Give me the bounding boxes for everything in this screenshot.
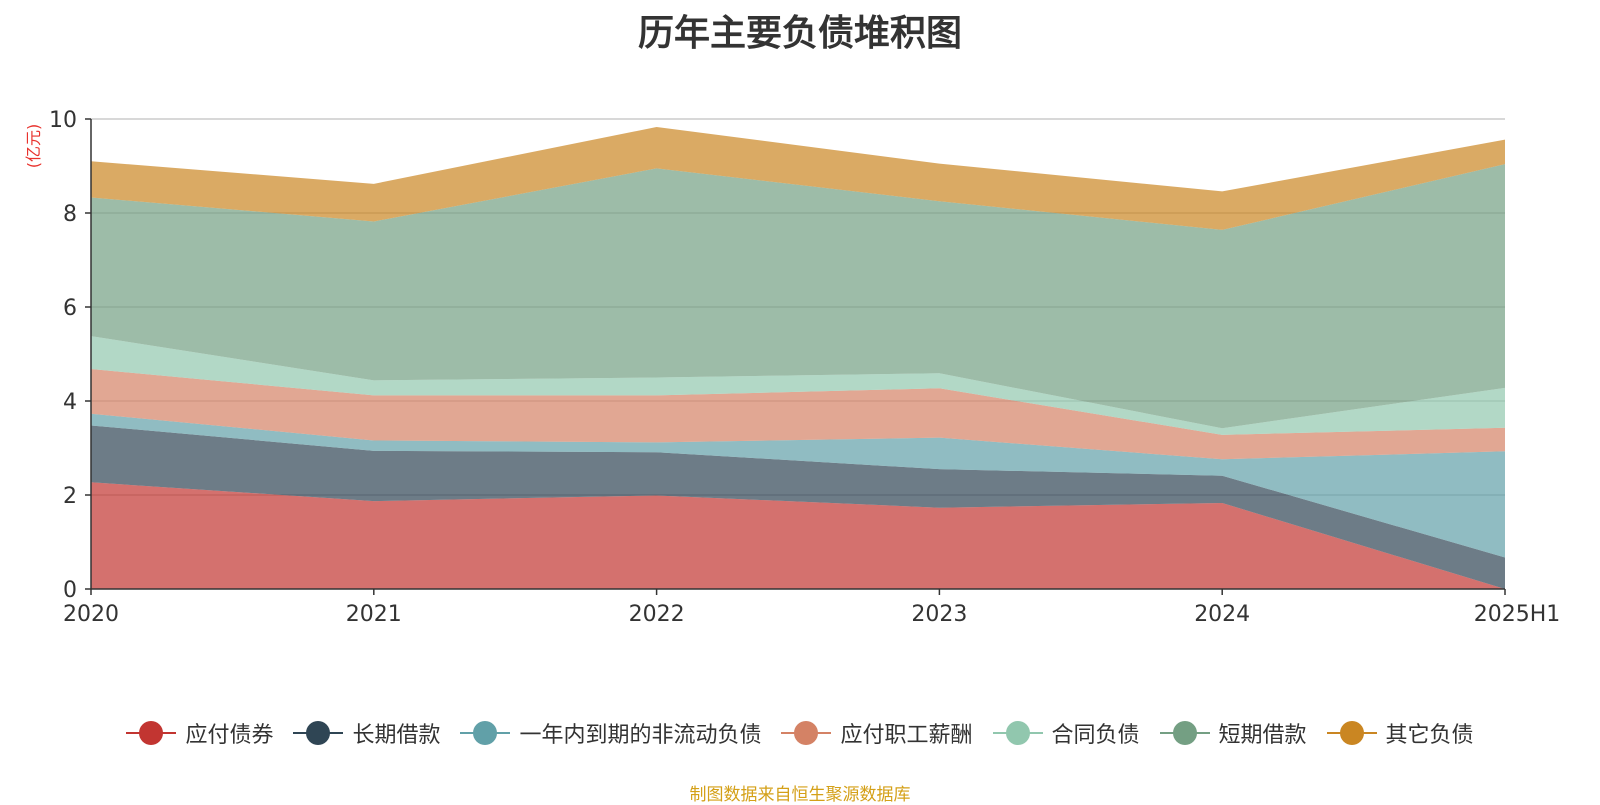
legend-marker-dot [306,721,331,745]
legend-item-3[interactable]: 一年内到期的非流动负债 [460,718,761,748]
legend: 应付债券 长期借款 一年内到期的非流动负债 应付职工薪酬 合同负债 短期借款 其它负债 [0,718,1600,748]
y-tick-label-2: 2 [63,484,77,509]
legend-label: 应付债券 [185,723,274,748]
legend-label: 长期借款 [352,723,441,748]
legend-item-7[interactable]: 其它负债 [1326,718,1474,748]
area-series-2 [91,425,1505,589]
legend-label: 短期借款 [1218,723,1307,748]
legend-marker-dot [139,721,164,745]
legend-item-1[interactable]: 应付债券 [126,718,273,748]
x-tick-label-2025H1: 2025H1 [1474,602,1561,627]
legend-label: 其它负债 [1385,723,1474,748]
y-tick-label-10: 10 [49,108,77,133]
legend-item-2[interactable]: 长期借款 [293,718,440,748]
legend-label: 应付职工薪酬 [840,723,973,748]
legend-marker [126,718,177,748]
area-series-4 [91,369,1505,460]
legend-marker [992,718,1043,748]
y-tick-label-4: 4 [63,390,77,415]
legend-item-6[interactable]: 短期借款 [1159,718,1307,748]
area-series-7 [91,126,1505,230]
y-tick-label-8: 8 [63,202,77,227]
x-tick-label-2024: 2024 [1194,602,1250,627]
legend-marker [1326,718,1377,748]
legend-marker [1159,718,1210,748]
tick-labels: 0 2 4 6 8 10 2020 2021 2022 2023 2024 2025H1 [49,108,1560,627]
legend-item-5[interactable]: 合同负债 [992,718,1140,748]
legend-label: 合同负债 [1051,723,1140,748]
x-tick-label-2023: 2023 [911,602,967,627]
legend-marker [781,718,832,748]
x-tick-label-2020: 2020 [63,602,119,627]
legend-marker-dot [473,721,498,745]
legend-marker [293,718,344,748]
legend-label: 一年内到期的非流动负债 [519,723,762,748]
area-series-5 [91,336,1505,435]
axes [85,118,1506,595]
chart-title: 历年主要负债堆积图 [637,13,962,54]
legend-marker-dot [1005,721,1030,745]
legend-marker-dot [1172,721,1197,745]
y-tick-label-6: 6 [63,296,77,321]
x-tick-label-2021: 2021 [346,602,402,627]
legend-marker [460,718,511,748]
area-series-1 [91,482,1505,589]
y-tick-label-0: 0 [63,578,77,603]
legend-marker-dot [1339,721,1364,745]
legend-marker-dot [794,721,819,745]
source-note: 制图数据来自恒生聚源数据库 [689,785,911,805]
area-series-3 [91,413,1505,558]
area-series [91,126,1505,589]
x-tick-label-2022: 2022 [629,602,685,627]
area-series-6 [91,164,1505,429]
legend-item-4[interactable]: 应付职工薪酬 [781,718,973,748]
